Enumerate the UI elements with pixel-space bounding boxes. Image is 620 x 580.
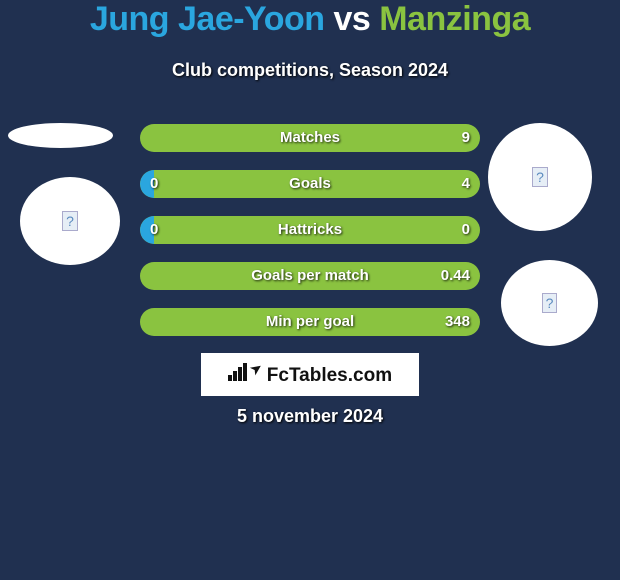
page-title: Jung Jae-Yoon vs Manzinga: [0, 0, 620, 39]
missing-image-icon: ?: [62, 211, 78, 231]
stat-row: Hattricks0 0: [140, 216, 480, 244]
missing-image-icon: ?: [532, 167, 548, 187]
stat-row: Goals per match0.44: [140, 262, 480, 290]
club-badge-b: ?: [501, 260, 598, 346]
bar-chart-icon: [228, 363, 250, 387]
club-badge-a: ?: [20, 177, 120, 265]
stat-label: Goals per match: [140, 262, 480, 290]
subtitle: Club competitions, Season 2024: [0, 60, 620, 81]
stat-label: Hattricks: [140, 216, 480, 244]
stat-row: Min per goal348: [140, 308, 480, 336]
stat-value-b: 0: [462, 216, 470, 244]
stat-value-a: 0: [150, 216, 158, 244]
stat-value-b: 0.44: [441, 262, 470, 290]
stat-value-a: 0: [150, 170, 158, 198]
avatar-player-b: ?: [488, 123, 592, 231]
missing-image-icon: ?: [542, 293, 558, 313]
stat-value-b: 348: [445, 308, 470, 336]
stat-bars: Matches9Goals04Hattricks00Goals per matc…: [140, 124, 480, 354]
stat-label: Min per goal: [140, 308, 480, 336]
stat-row: Matches9: [140, 124, 480, 152]
stat-label: Matches: [140, 124, 480, 152]
logo-label: FcTables.com: [267, 365, 392, 387]
fctables-logo: ➤ FcTables.com: [201, 353, 419, 396]
stat-value-b: 9: [462, 124, 470, 152]
stat-label: Goals: [140, 170, 480, 198]
stat-row: Goals0 4: [140, 170, 480, 198]
logo-text: ➤ FcTables.com: [228, 363, 392, 387]
avatar-player-a: [8, 123, 113, 148]
title-vs: vs: [325, 0, 380, 38]
title-player-b: Manzinga: [379, 0, 530, 38]
arrow-icon: ➤: [247, 359, 265, 378]
title-player-a: Jung Jae-Yoon: [90, 0, 325, 38]
date: 5 november 2024: [0, 406, 620, 427]
stat-value-b: 4: [462, 170, 470, 198]
